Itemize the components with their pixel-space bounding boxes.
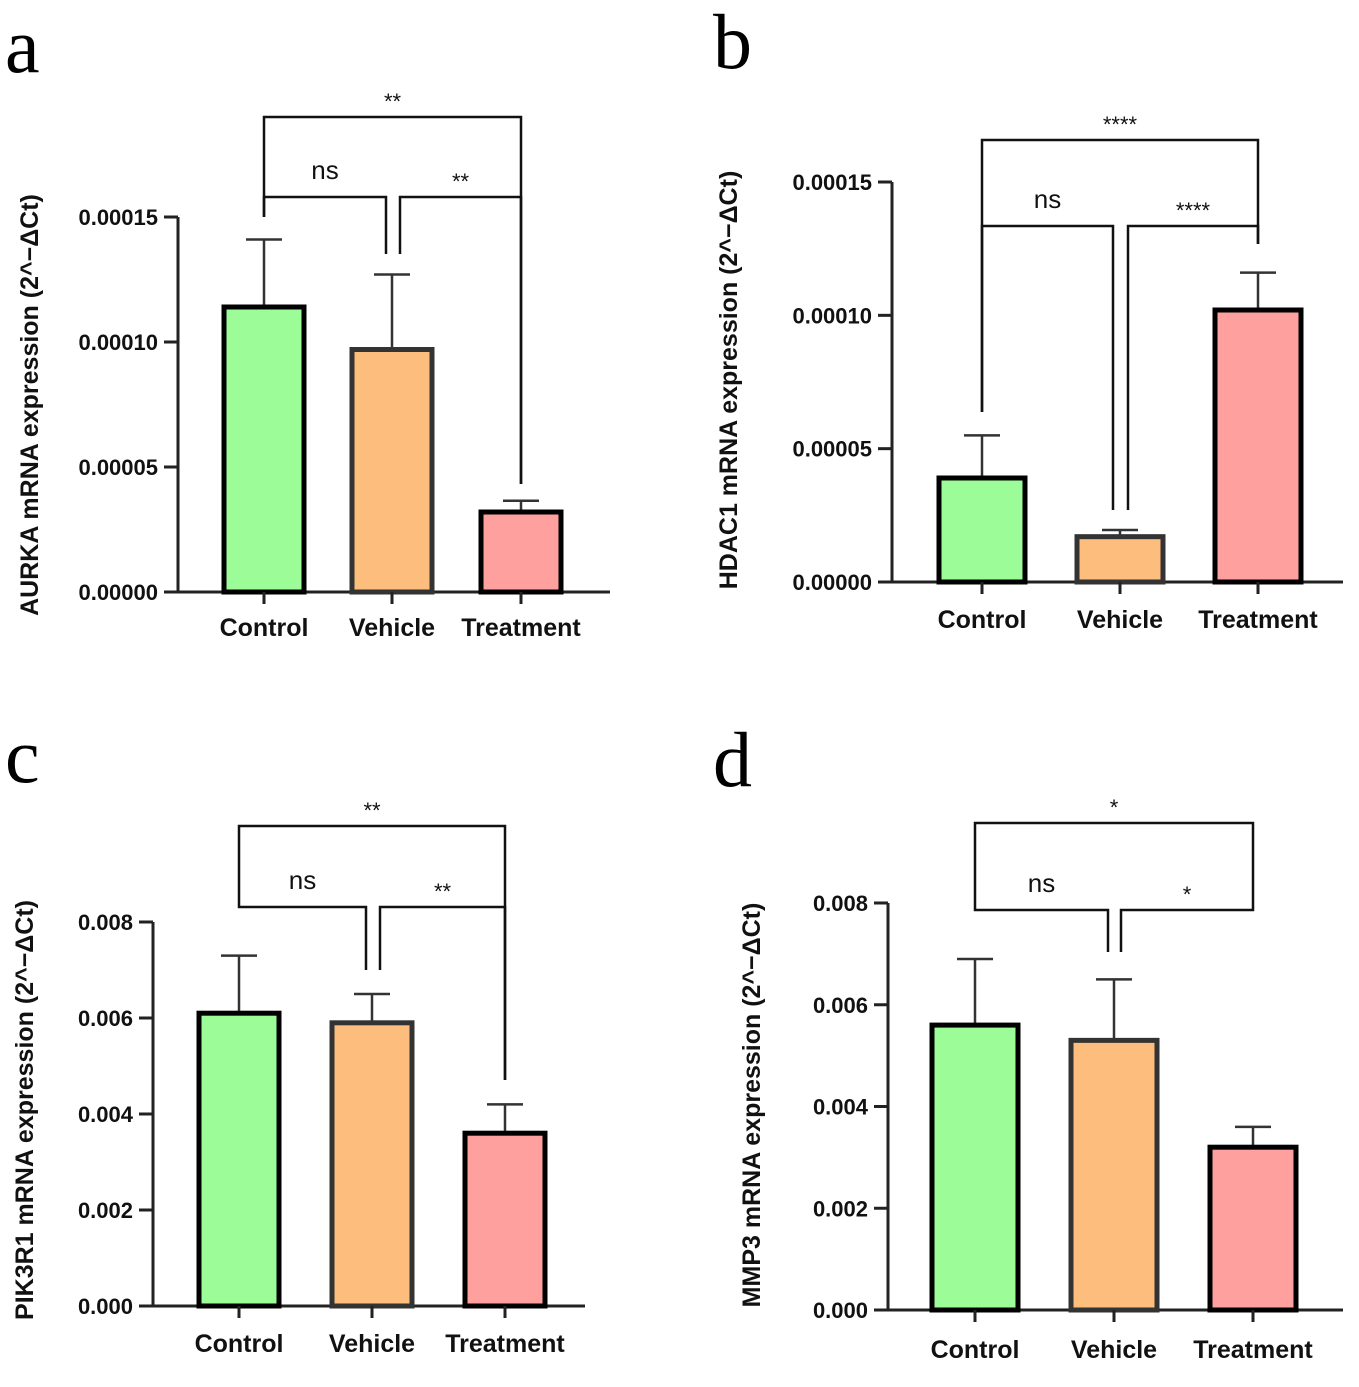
panel-letter: d <box>713 716 752 803</box>
significance-bracket <box>980 224 1115 510</box>
x-tick-label: Vehicle <box>1071 1336 1157 1364</box>
y-tick-label: 0.008 <box>78 910 133 935</box>
bar-control <box>936 475 1028 585</box>
y-tick-label: 0.008 <box>813 891 868 916</box>
y-tick-label: 0.00000 <box>792 570 872 595</box>
bar-treatment <box>462 1130 548 1309</box>
significance-label: ** <box>363 798 381 823</box>
y-tick-label: 0.006 <box>78 1006 133 1031</box>
panel-a: a 0.00000 0.00005 0.00010 0.00015 AURKA mRNA … <box>5 2 610 642</box>
significance-bracket <box>398 195 523 484</box>
bar-vehicle <box>329 1020 415 1309</box>
y-axis-label: HDAC1 mRNA expression (2^−ΔCt) <box>715 171 743 590</box>
x-tick-label: Treatment <box>1198 606 1318 634</box>
significance-label: **** <box>1176 198 1211 223</box>
bar-treatment <box>1212 307 1304 585</box>
bar-control <box>221 304 307 595</box>
x-tick-label: Control <box>938 606 1027 634</box>
significance-bracket <box>1126 224 1260 510</box>
bar-treatment <box>1207 1144 1299 1313</box>
significance-label: **** <box>1103 112 1138 137</box>
y-axis-label: PIK3R1 mRNA expression (2^−ΔCt) <box>11 900 39 1320</box>
x-tick-label: Treatment <box>1193 1336 1313 1364</box>
panel-letter: a <box>5 2 40 89</box>
significance-label: ns <box>311 155 338 185</box>
significance-bracket <box>973 887 1110 952</box>
y-tick-label: 0.000 <box>78 1294 133 1319</box>
significance-label: ** <box>452 169 470 194</box>
x-tick-label: Vehicle <box>329 1330 415 1358</box>
y-tick-label: 0.00010 <box>792 303 872 328</box>
y-axis-label: AURKA mRNA expression (2^−ΔCt) <box>16 194 44 616</box>
significance-label: ** <box>384 89 402 114</box>
x-tick-label: Vehicle <box>349 614 435 642</box>
significance-bracket <box>973 821 1255 887</box>
bar-control <box>196 1010 282 1309</box>
x-tick-label: Control <box>931 1336 1020 1364</box>
bar-vehicle <box>1068 1037 1160 1313</box>
bar-vehicle <box>1074 534 1166 585</box>
bar-control <box>929 1022 1021 1313</box>
bar-vehicle <box>349 347 435 595</box>
significance-label: ns <box>1034 184 1061 214</box>
panel-letter: b <box>713 0 752 85</box>
y-tick-label: 0.00010 <box>78 330 158 355</box>
x-tick-label: Treatment <box>461 614 581 642</box>
significance-bracket <box>237 885 368 970</box>
y-tick-label: 0.002 <box>78 1198 133 1223</box>
y-tick-label: 0.00005 <box>792 437 872 462</box>
y-tick-label: 0.006 <box>813 993 868 1018</box>
y-tick-label: 0.00005 <box>78 455 158 480</box>
x-tick-label: Treatment <box>445 1330 565 1358</box>
panel-letter: c <box>5 712 40 799</box>
y-tick-label: 0.004 <box>813 1095 869 1120</box>
y-tick-label: 0.002 <box>813 1196 868 1221</box>
significance-label: ** <box>434 879 452 904</box>
bar-treatment <box>478 509 564 595</box>
y-tick-label: 0.00015 <box>792 170 872 195</box>
panel-c: c 0.000 0.002 0.004 0.006 0.008 PIK3R1 mRNA ex… <box>5 712 585 1358</box>
significance-bracket <box>378 905 507 1080</box>
significance-label: ns <box>289 865 316 895</box>
significance-label: ns <box>1028 868 1055 898</box>
y-axis-label: MMP3 mRNA expression (2^−ΔCt) <box>738 903 766 1308</box>
x-tick-label: Vehicle <box>1077 606 1163 634</box>
y-tick-label: 0.004 <box>78 1102 134 1127</box>
x-tick-label: Control <box>220 614 309 642</box>
y-tick-label: 0.00000 <box>78 580 158 605</box>
significance-bracket <box>1119 887 1255 952</box>
y-tick-label: 0.00015 <box>78 205 158 230</box>
significance-label: * <box>1110 795 1119 820</box>
panel-d: d 0.000 0.002 0.004 0.006 0.008 MMP3 mRNA expr… <box>713 716 1343 1364</box>
significance-bracket <box>262 195 388 254</box>
x-tick-label: Control <box>195 1330 284 1358</box>
y-tick-label: 0.000 <box>813 1298 868 1323</box>
significance-label: * <box>1183 882 1192 907</box>
panel-b: b 0.00000 0.00005 0.00010 0.00015 HDAC1 mRNA … <box>713 0 1343 634</box>
